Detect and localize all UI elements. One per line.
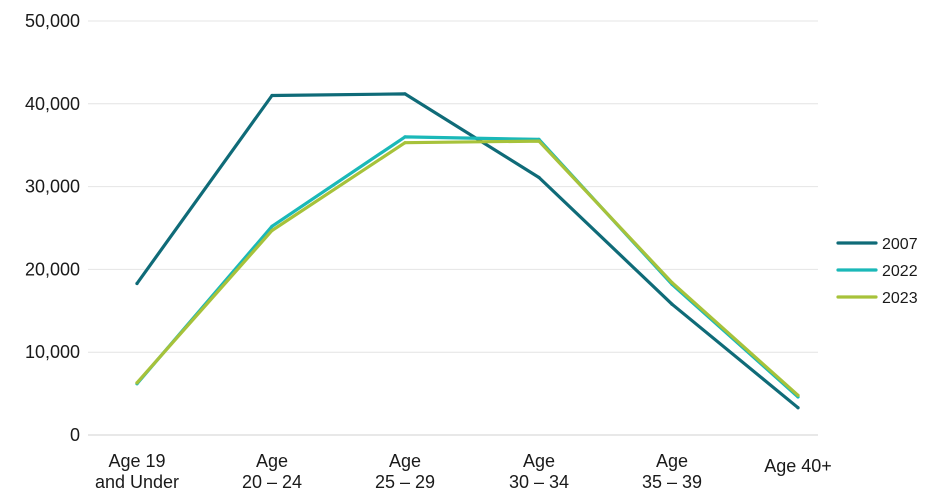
x-tick-label: Age 30 – 34: [509, 451, 569, 492]
y-axis-ticks: 0 10,000 20,000 30,000 40,000 50,000: [25, 11, 80, 445]
x-tick-label-line: Age 40+: [764, 456, 832, 476]
legend-label: 2022: [882, 263, 918, 280]
x-tick-label: Age 19 and Under: [95, 451, 179, 492]
x-tick-label: Age 35 – 39: [642, 451, 702, 492]
series-line-2022: [135, 135, 800, 399]
data-point-2007: [796, 406, 800, 410]
series-line-2007: [135, 92, 800, 410]
data-point-2022: [270, 224, 274, 228]
x-tick-label-line: Age 19: [108, 451, 165, 471]
series-line-2023: [135, 139, 800, 397]
x-tick-label-line: 20 – 24: [242, 472, 302, 492]
legend-label: 2023: [882, 290, 918, 307]
y-tick-label: 40,000: [25, 94, 80, 114]
y-tick-label: 50,000: [25, 11, 80, 31]
data-point-2023: [135, 381, 139, 385]
x-tick-label-line: 25 – 29: [375, 472, 435, 492]
data-point-2007: [537, 175, 541, 180]
data-point-2007: [270, 93, 274, 98]
x-tick-label: Age 20 – 24: [242, 451, 302, 492]
series-lines: [135, 92, 800, 410]
data-point-2023: [403, 141, 407, 145]
x-tick-label-line: 35 – 39: [642, 472, 702, 492]
y-tick-label: 20,000: [25, 259, 80, 279]
data-point-2023: [796, 393, 800, 397]
data-point-2022: [403, 135, 407, 139]
data-point-2023: [537, 139, 541, 143]
x-tick-label: Age 40+: [764, 456, 832, 476]
data-point-2007: [670, 302, 674, 306]
x-tick-label-line: 30 – 34: [509, 472, 569, 492]
x-tick-label-line: and Under: [95, 472, 179, 492]
x-tick-label: Age 25 – 29: [375, 451, 435, 492]
y-tick-label: 10,000: [25, 342, 80, 362]
y-tick-label: 0: [70, 425, 80, 445]
data-point-2007: [403, 92, 407, 96]
x-tick-label-line: Age: [656, 451, 688, 471]
y-tick-label: 30,000: [25, 177, 80, 197]
legend-label: 2007: [882, 236, 918, 253]
x-tick-label-line: Age: [523, 451, 555, 471]
gridlines: [88, 20, 818, 436]
x-tick-label-line: Age: [256, 451, 288, 471]
x-tick-label-line: Age: [389, 451, 421, 471]
data-point-2023: [270, 228, 274, 233]
data-point-2007: [135, 281, 139, 286]
legend: 2007 2022 2023: [836, 236, 918, 307]
data-point-2023: [670, 281, 674, 285]
